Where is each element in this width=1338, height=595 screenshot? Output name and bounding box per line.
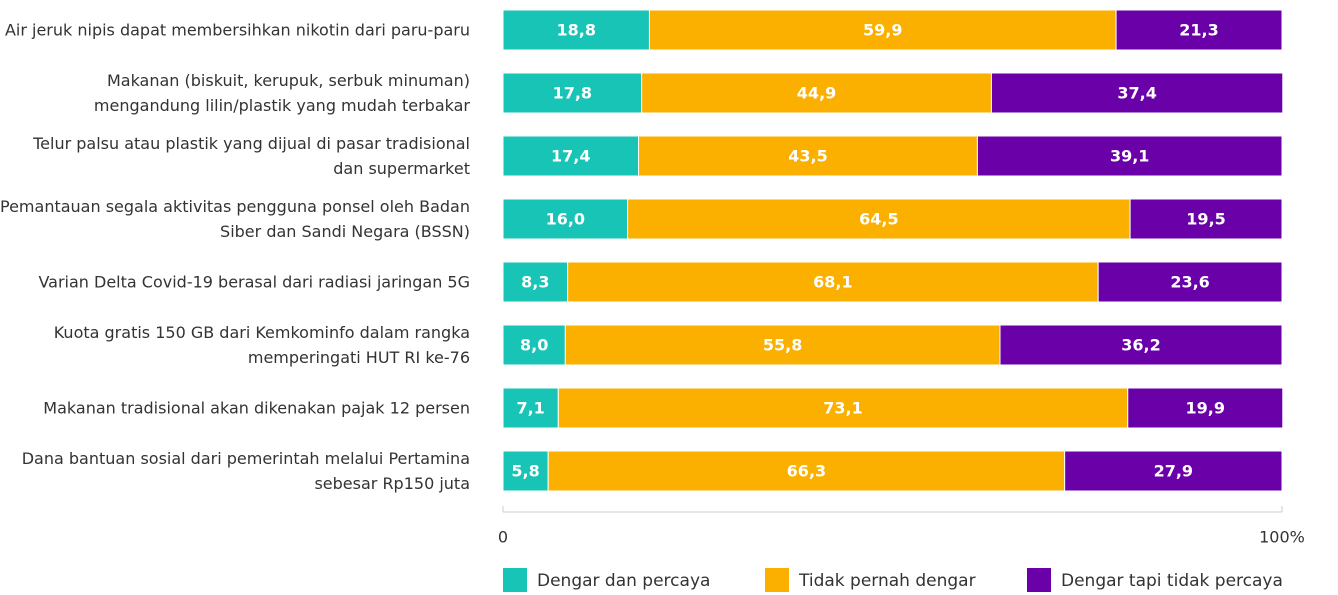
data-label: 68,1 [813,273,852,292]
legend-label: Dengar tapi tidak percaya [1061,571,1283,591]
data-label: 21,3 [1179,21,1218,40]
bar-segment [990,72,1284,114]
data-label: 55,8 [763,336,802,355]
x-tick-label: 100% [1259,528,1305,547]
bar-segment [1127,387,1284,429]
data-label: 37,4 [1117,84,1156,103]
category-label: Makanan (biskuit, kerupuk, serbuk minuma… [93,71,470,115]
x-tick-label: 0 [498,528,508,547]
bar-segment [638,135,978,177]
data-label: 7,1 [516,399,544,418]
category-label: Varian Delta Covid-19 berasal dari radia… [38,272,470,292]
data-label: 59,9 [863,21,902,40]
data-label: 43,5 [788,147,827,166]
data-label: 17,4 [551,147,590,166]
bar-segment [502,9,650,51]
bar-segment [1097,261,1283,303]
category-label: Makanan tradisional akan dikenakan pajak… [43,398,470,418]
bar-segment [557,387,1129,429]
data-label: 5,8 [511,462,539,481]
bar-segment [502,198,629,240]
bar-segment [502,261,569,303]
bar-segment [1129,198,1283,240]
data-label: 18,8 [556,21,595,40]
data-label: 64,5 [859,210,898,229]
bar-segment [1115,9,1283,51]
legend-label: Tidak pernah dengar [798,571,976,591]
bar-segment [641,72,992,114]
bar-segment [547,450,1066,492]
bar-segment [502,135,640,177]
bar-segment [502,450,549,492]
data-label: 16,0 [546,210,585,229]
category-label: Telur palsu atau plastik yang dijual di … [33,134,470,178]
legend-swatch [765,568,789,592]
bar-segment [502,387,559,429]
data-label: 17,8 [553,84,592,103]
bar-segment [976,135,1283,177]
data-label: 8,0 [520,336,548,355]
data-label: 8,3 [521,273,549,292]
data-label: 44,9 [797,84,836,103]
data-label: 39,1 [1110,147,1149,166]
bar-segment [567,261,1099,303]
data-label: 19,5 [1186,210,1225,229]
bar-segment [564,324,1001,366]
category-label: Air jeruk nipis dapat membersihkan nikot… [4,20,470,40]
legend-label: Dengar dan percaya [537,571,710,591]
category-label: Pemantauan segala aktivitas pengguna pon… [0,197,470,241]
data-label: 36,2 [1121,336,1160,355]
bar-segment [627,198,1131,240]
data-label: 19,9 [1186,399,1225,418]
category-label: Dana bantuan sosial dari pemerintah mela… [21,449,470,493]
legend-swatch [1027,568,1051,592]
data-label: 27,9 [1154,462,1193,481]
data-label: 73,1 [823,399,862,418]
bar-segment [648,9,1117,51]
bar-segment [502,72,643,114]
legend-swatch [503,568,527,592]
data-label: 23,6 [1170,273,1209,292]
bar-segment [1064,450,1283,492]
data-label: 66,3 [787,462,826,481]
bar-segment [999,324,1283,366]
category-label: Kuota gratis 150 GB dari Kemkominfo dala… [53,323,470,367]
